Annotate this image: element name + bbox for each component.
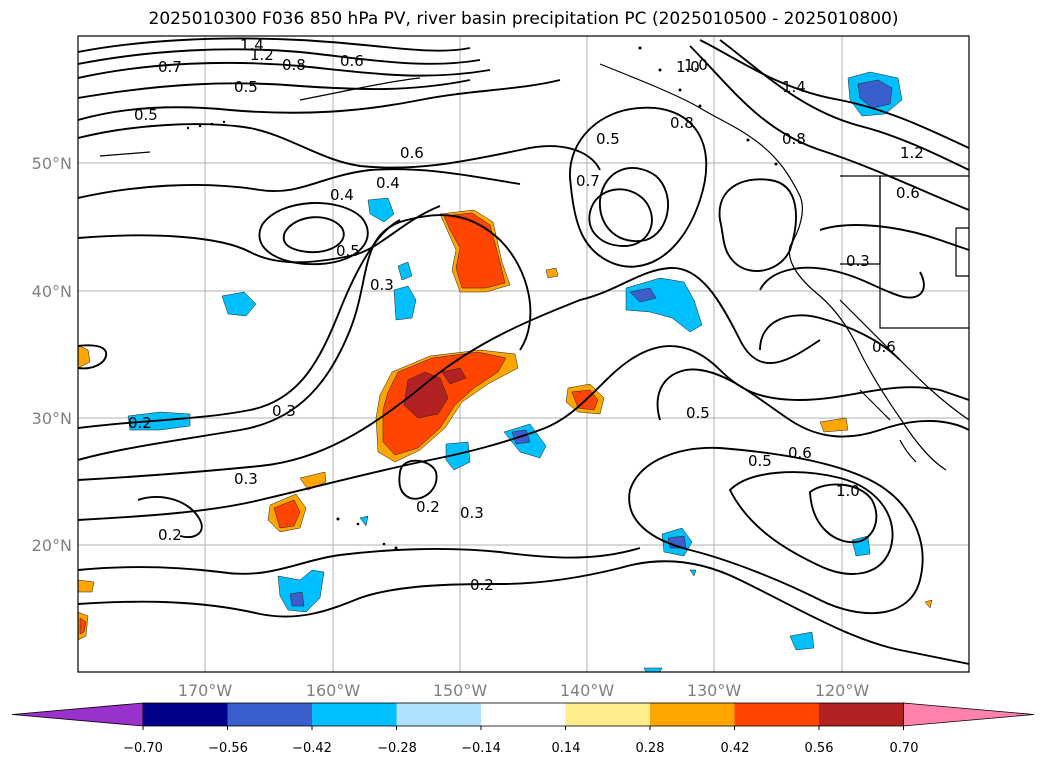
lon-label: 140°W [560,681,615,700]
contour-label: 0.8 [782,130,806,148]
contour-label: 1.2 [900,144,924,162]
colorbar-segment [650,703,735,726]
contour-label: 1.4 [782,78,806,96]
map-border [77,35,970,673]
contour-label: 0.5 [234,78,258,96]
colorbar-segment [819,703,904,726]
colorbar-tick: −0.56 [208,741,248,756]
contour-label: 0.3 [460,504,484,522]
contour-label: 0.6 [896,184,920,202]
lon-label: 150°W [433,681,488,700]
contour-label: 1.2 [250,46,274,64]
lat-label: 30°N [32,409,72,428]
contour-label: 0.3 [370,276,394,294]
map-title: 2025010300 F036 850 hPa PV, river basin … [148,9,899,29]
lon-label: 160°W [306,681,361,700]
contour-label: 0.6 [872,338,896,356]
contour-label: 1.0 [836,482,860,500]
colorbar-segment [565,703,651,726]
lon-label: 120°W [815,681,870,700]
contour-label: 1.0 [676,58,700,76]
contour-label: 0.7 [576,172,600,190]
contour-label: 1.4 [240,36,264,54]
lon-label: 130°W [687,681,742,700]
contour-label: 0.3 [272,402,296,420]
contour-label: 0.4 [330,186,354,204]
colorbar [11,702,1035,730]
contour-label: 0.5 [596,130,620,148]
colorbar-tick: 0.14 [552,741,581,756]
contour-label: 0.8 [282,56,306,74]
lat-label: 50°N [32,154,72,173]
contour-label: 0.3 [846,252,870,270]
colorbar-segment [734,703,820,726]
coastlines [99,63,969,471]
colorbar-segment [143,703,228,726]
contour-label: 0.5 [686,404,710,422]
precip-shading [78,71,933,672]
contour-label: 0.3 [234,470,258,488]
colorbar-tick: 0.56 [805,741,834,756]
colorbar-tick: −0.14 [461,741,501,756]
lat-label: 40°N [32,282,72,301]
contour-label: 0.6 [788,444,812,462]
colorbar-tick: 0.28 [636,741,665,756]
latitude-labels: 50°N 40°N 30°N 20°N [32,154,72,555]
contour-label: 0.4 [376,174,400,192]
colorbar-extend-low [11,702,144,727]
colorbar-tick: 0.42 [721,741,750,756]
contour-label: 0.5 [134,106,158,124]
colorbar-segment [396,703,482,726]
contour-label: 0.2 [470,576,494,594]
longitude-labels: 170°W 160°W 150°W 140°W 130°W 120°W [178,681,870,700]
contour-label: 0.6 [340,52,364,70]
contour-label: 0.8 [670,114,694,132]
colorbar-extend-high [903,702,1035,727]
colorbar-tick: 0.70 [890,741,919,756]
lon-label: 170°W [178,681,233,700]
contour-label: 0.2 [128,414,152,432]
contour-label: 0.5 [336,242,360,260]
colorbar-tick: −0.28 [377,741,417,756]
contour-label: 0.2 [416,498,440,516]
contour-label: 0.7 [158,58,182,76]
contour-label: 0.5 [748,452,772,470]
colorbar-tick: −0.70 [123,741,163,756]
pv-contours [78,37,969,665]
contour-label: 1.0 [684,56,708,74]
contour-label: 0.2 [158,526,182,544]
colorbar-tick-labels: −0.70 −0.56 −0.42 −0.28 −0.14 0.14 0.28 … [123,741,918,756]
contour-label: 0.6 [400,144,424,162]
graticule [78,36,969,672]
islands [186,46,778,550]
map-area [78,36,969,672]
colorbar-segment [227,703,313,726]
contour-value-labels: 1.4 1.2 1.0 0.8 0.7 0.6 0.5 0.5 0.6 0.4 … [128,36,924,594]
lat-label: 20°N [32,536,72,555]
colorbar-segment [481,703,566,726]
colorbar-outline [142,702,904,727]
colorbar-tick: −0.42 [292,741,332,756]
colorbar-segment [312,703,397,726]
